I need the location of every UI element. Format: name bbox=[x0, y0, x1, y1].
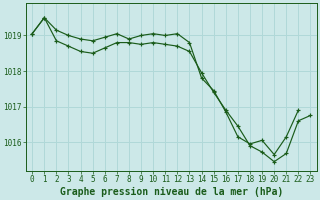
X-axis label: Graphe pression niveau de la mer (hPa): Graphe pression niveau de la mer (hPa) bbox=[60, 186, 283, 197]
